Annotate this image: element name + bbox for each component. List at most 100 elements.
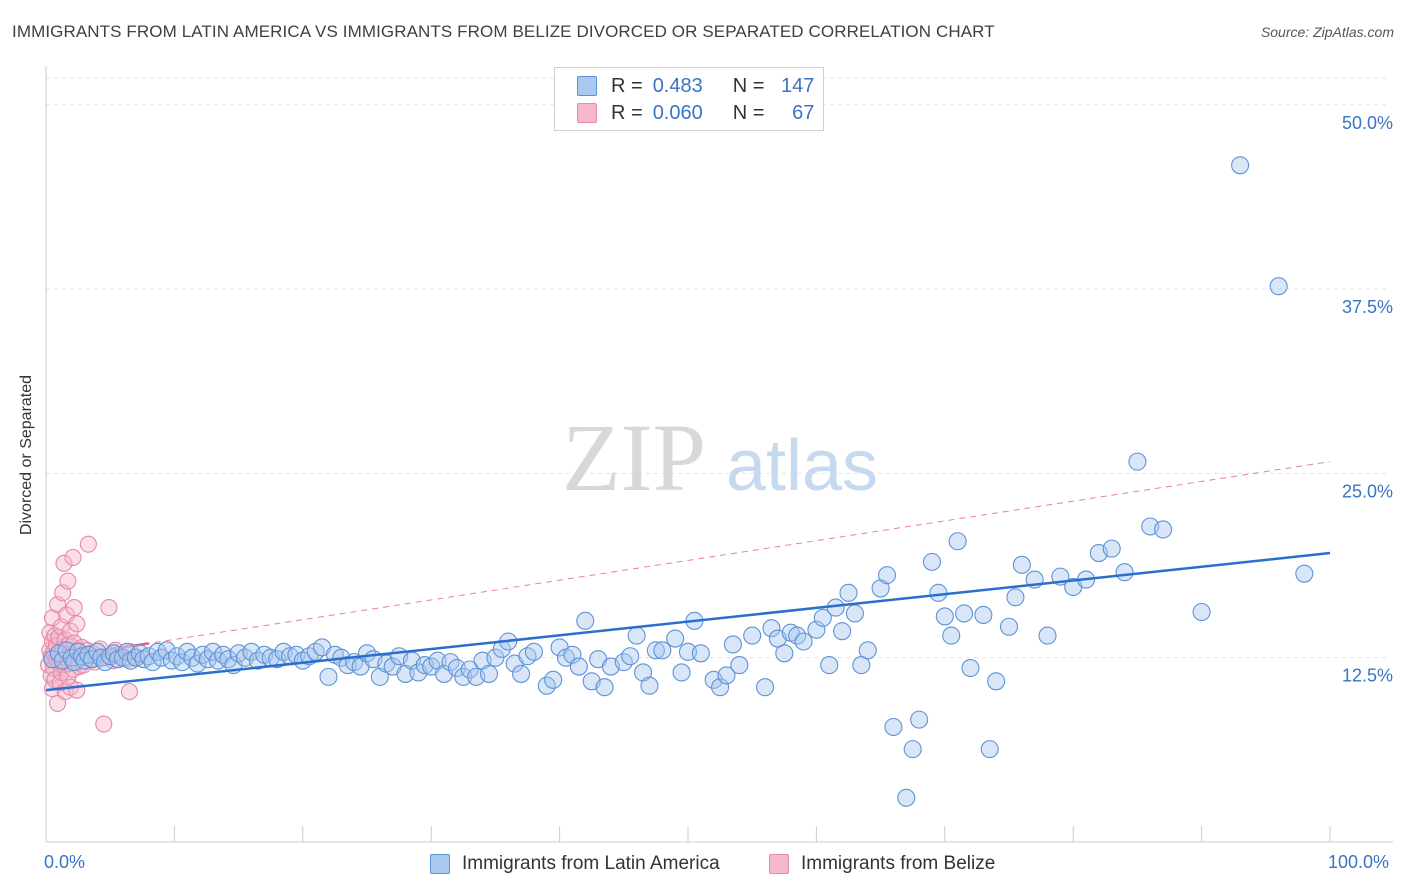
latin-america-point	[743, 626, 762, 645]
latin-america-point	[762, 619, 781, 638]
legend-r-value: 0.060	[652, 101, 703, 124]
belize-point	[59, 572, 77, 590]
latin-america-point	[820, 656, 839, 675]
latin-america-point	[897, 788, 916, 807]
belize-point	[65, 599, 83, 617]
latin-america-point	[143, 653, 162, 672]
latin-america-point	[595, 678, 614, 697]
bottom-legend-latin-america: Immigrants from Latin America	[430, 852, 720, 876]
belize-point	[64, 548, 82, 567]
latin-america-point	[839, 583, 858, 602]
latin-america-point	[980, 740, 999, 759]
belize-point	[49, 694, 67, 712]
latin-america-point	[479, 664, 499, 683]
latin-america-point	[646, 641, 665, 660]
belize-point	[79, 535, 97, 553]
latin-america-point	[929, 583, 948, 602]
latin-america-point	[1192, 602, 1211, 622]
bottom-legend-swatch-pink	[769, 854, 789, 874]
latin-america-point	[569, 657, 588, 676]
belize-point	[55, 554, 73, 572]
latin-america-point	[723, 635, 742, 654]
latin-america-point	[922, 552, 942, 571]
x-tick-label-min: 0.0%	[44, 852, 86, 872]
latin-america-point	[794, 632, 813, 651]
belize-point	[68, 615, 86, 633]
bottom-legend-label: Immigrants from Latin America	[462, 853, 720, 874]
belize-point	[120, 683, 139, 701]
latin-america-point	[1012, 555, 1031, 574]
belize-trendline-dashed	[45, 461, 1331, 660]
latin-america-point	[955, 604, 974, 623]
legend-row-latin-america: R = 0.483 N = 147	[577, 74, 814, 98]
latin-america-point	[1128, 452, 1147, 471]
y-axis-label: Divorced or Separated	[18, 374, 35, 536]
latin-america-point	[910, 710, 929, 729]
latin-america-point	[666, 629, 685, 648]
latin-america-point	[486, 648, 505, 667]
latin-america-point	[178, 642, 197, 661]
latin-america-point	[1102, 539, 1121, 558]
legend-r-value: 0.483	[652, 74, 703, 97]
latin-america-point	[627, 626, 646, 645]
latin-america-point	[884, 717, 903, 737]
y-tick-label: 50.0%	[1342, 113, 1393, 133]
x-tick-label-max: 100.0%	[1328, 852, 1390, 872]
legend-n-value: 147	[781, 74, 815, 97]
latin-america-point	[460, 660, 479, 679]
latin-america-point	[1115, 563, 1134, 582]
latin-america-point	[563, 645, 582, 664]
latin-america-point	[948, 532, 967, 551]
grid-lines	[46, 77, 1390, 659]
bottom-legend-swatch-blue	[430, 854, 450, 874]
legend-r-label: R =	[611, 101, 643, 124]
legend-r-label: R =	[611, 74, 643, 97]
latin-america-point	[1006, 588, 1025, 607]
legend-swatch-blue	[577, 76, 597, 96]
latin-america-point	[544, 670, 563, 689]
latin-america-point	[961, 658, 980, 678]
belize-point	[43, 609, 61, 627]
latin-america-point	[730, 656, 749, 675]
latin-america-point	[845, 604, 864, 623]
latin-america-trendline	[45, 551, 1331, 692]
axes	[45, 66, 1393, 843]
latin-america-point	[755, 678, 775, 697]
latin-america-point	[1038, 626, 1057, 645]
latin-america-points	[43, 156, 1331, 807]
belize-points	[40, 535, 146, 733]
latin-america-point	[1231, 156, 1250, 175]
y-tick-label: 37.5%	[1342, 297, 1393, 317]
latin-america-point	[167, 647, 187, 666]
legend-swatch-pink	[577, 103, 597, 123]
chart-title: IMMIGRANTS FROM LATIN AMERICA VS IMMIGRA…	[12, 22, 995, 41]
legend-row-belize: R = 0.060 N = 67	[577, 101, 814, 125]
latin-america-point	[640, 676, 659, 695]
latin-america-point	[974, 605, 993, 625]
latin-america-point	[319, 667, 338, 686]
latin-america-point	[512, 664, 531, 683]
latin-america-point	[1295, 564, 1314, 583]
latin-america-point	[903, 740, 922, 759]
latin-america-point	[987, 672, 1006, 691]
y-tick-label: 25.0%	[1342, 481, 1393, 501]
belize-point	[95, 715, 113, 733]
latin-america-point	[807, 620, 826, 639]
latin-america-point	[833, 622, 852, 641]
correlation-legend: R = 0.483 N = 147 R = 0.060 N = 67	[554, 67, 824, 131]
latin-america-point	[183, 648, 202, 667]
latin-america-point	[454, 667, 473, 686]
latin-america-point	[711, 678, 730, 697]
legend-n-value: 67	[792, 101, 815, 124]
legend-n-label: N =	[732, 74, 765, 97]
latin-america-point	[942, 626, 961, 645]
latin-america-point	[1269, 277, 1288, 296]
latin-america-point	[775, 644, 794, 663]
bottom-legend-belize: Immigrants from Belize	[769, 852, 995, 876]
latin-america-point	[173, 653, 192, 672]
latin-america-point	[576, 611, 595, 630]
belize-point	[68, 681, 86, 699]
source-credit: Source: ZipAtlas.com	[1260, 24, 1394, 40]
bottom-legend-label: Immigrants from Belize	[801, 853, 996, 874]
